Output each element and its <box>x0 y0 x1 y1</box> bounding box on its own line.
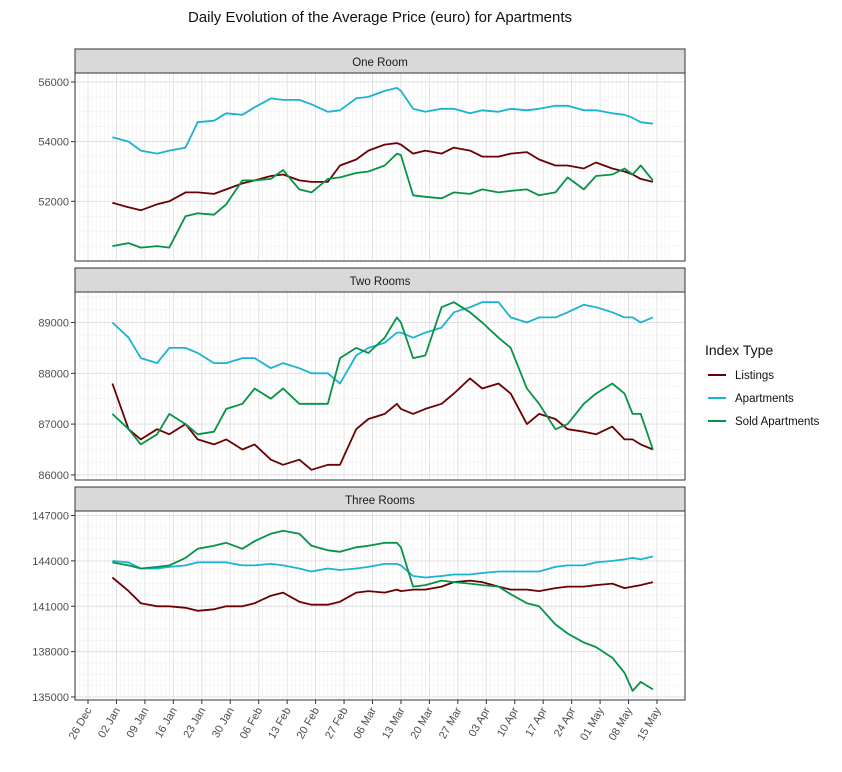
legend: Index Type Listings Apartments Sold Apartm… <box>705 342 820 428</box>
series-line-listings <box>111 576 654 612</box>
facet-strip-label: Three Rooms <box>345 495 415 507</box>
y-tick-label: 88000 <box>38 368 69 380</box>
series-line-listings <box>112 142 654 212</box>
y-tick-label: 144000 <box>32 556 69 568</box>
facet-strip <box>74 486 686 512</box>
x-tick-label: 08 May <box>607 705 636 743</box>
y-tick-label: 86000 <box>38 470 69 482</box>
facet-strip-label: One Room <box>352 57 408 69</box>
y-tick-label: 147000 <box>32 511 69 523</box>
x-tick-label: 30 Jan <box>210 706 237 741</box>
legend-label: Listings <box>735 370 774 382</box>
x-tick-label: 16 Jan <box>153 706 180 741</box>
x-tick-label: 06 Mar <box>352 705 380 741</box>
panel-background <box>75 511 685 700</box>
x-tick-label: 17 Apr <box>523 705 549 739</box>
legend-title: Index Type <box>705 342 773 358</box>
panel-border <box>74 291 686 481</box>
y-tick-label: 56000 <box>38 77 69 89</box>
series-line-apartments <box>111 301 654 385</box>
panel-one-room: One Room 52000 54000 56000 <box>38 48 686 262</box>
series-line-apartments <box>112 87 654 155</box>
series-line-sold-apartments <box>111 301 654 450</box>
x-tick-label: 27 Mar <box>437 705 465 741</box>
facet-panels: One Room 52000 54000 56000 Two Rooms 86000 870… <box>32 48 686 704</box>
panel-three-rooms: Three Rooms 135000 138000 141000 144000 14700… <box>32 486 686 704</box>
x-tick-label: 06 Feb <box>238 706 266 742</box>
panel-border <box>74 72 686 262</box>
x-tick-label: 20 Mar <box>408 705 436 741</box>
x-tick-label: 13 Feb <box>266 706 294 742</box>
y-tick-label: 89000 <box>38 317 69 329</box>
y-tick-label: 141000 <box>32 601 69 613</box>
series-line-sold-apartments <box>112 152 654 249</box>
panel-two-rooms: Two Rooms 86000 87000 88000 89000 <box>38 267 686 482</box>
x-tick-label: 13 Mar <box>380 705 408 741</box>
x-tick-label: 03 Apr <box>467 705 493 739</box>
facet-strip <box>74 48 686 74</box>
x-tick-label: 20 Feb <box>295 706 323 742</box>
series-line-apartments <box>112 555 654 579</box>
panel-border <box>74 510 686 701</box>
y-tick-label: 87000 <box>38 419 69 431</box>
x-tick-label: 09 Jan <box>125 706 152 741</box>
x-tick-label: 02 Jan <box>96 706 123 741</box>
series-line-listings <box>111 377 654 471</box>
chart-title: Daily Evolution of the Average Price (eu… <box>188 9 572 26</box>
y-tick-label: 135000 <box>32 692 69 704</box>
legend-label: Sold Apartments <box>735 416 820 428</box>
x-tick-label: 15 May <box>635 705 664 743</box>
facet-strip-label: Two Rooms <box>350 276 411 288</box>
x-tick-label: 01 May <box>578 705 607 743</box>
x-tick-label: 10 Apr <box>495 705 521 739</box>
y-tick-label: 138000 <box>32 647 69 659</box>
x-tick-label: 26 Dec <box>67 705 95 742</box>
legend-label: Apartments <box>735 393 794 405</box>
facet-strip <box>74 267 686 293</box>
x-tick-label: 24 Apr <box>552 705 578 739</box>
y-tick-label: 52000 <box>38 196 69 208</box>
x-tick-label: 27 Feb <box>323 706 351 742</box>
x-tick-label: 23 Jan <box>181 706 208 741</box>
x-axis: 26 Dec 02 Jan 09 Jan 16 Jan 23 Jan 30 Jan 06 F… <box>67 700 664 743</box>
y-tick-label: 54000 <box>38 137 69 149</box>
series-line-sold-apartments <box>112 529 654 692</box>
